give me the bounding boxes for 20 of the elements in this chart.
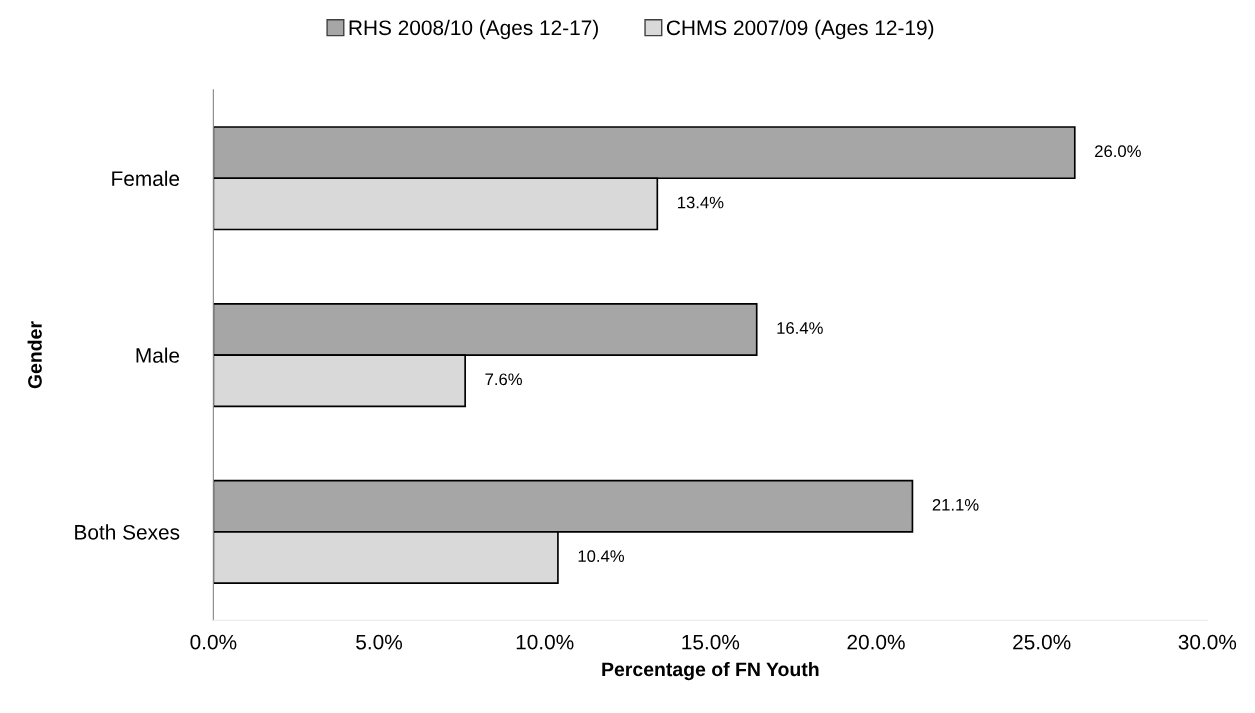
x-axis-title: Percentage of FN Youth [602,661,819,681]
y-tick-label: Female [112,170,180,186]
y-tick-label: Male [136,347,180,363]
y-axis-title: Gender [27,321,42,389]
data-label: 7.6% [485,373,522,386]
data-label: 26.0% [1095,145,1141,158]
x-tick-label: 15.0% [682,634,740,650]
x-tick-label: 25.0% [1013,634,1071,650]
x-tick-label: 5.0% [356,634,403,650]
data-label: 21.1% [932,498,979,511]
x-tick-label: 0.0% [190,634,237,650]
x-tick-label: 20.0% [847,634,905,650]
data-label: 10.4% [578,550,625,563]
x-tick-label: 10.0% [516,634,574,650]
legend-label: RHS 2008/10 (Ages 12-17) [349,19,598,40]
legend-label: CHMS 2007/09 (Ages 12-19) [666,19,934,40]
x-tick-label: 30.0% [1178,634,1237,650]
data-label: 13.4% [678,196,724,209]
data-label: 16.4% [777,322,823,334]
y-tick-label: Both Sexes [75,524,180,540]
